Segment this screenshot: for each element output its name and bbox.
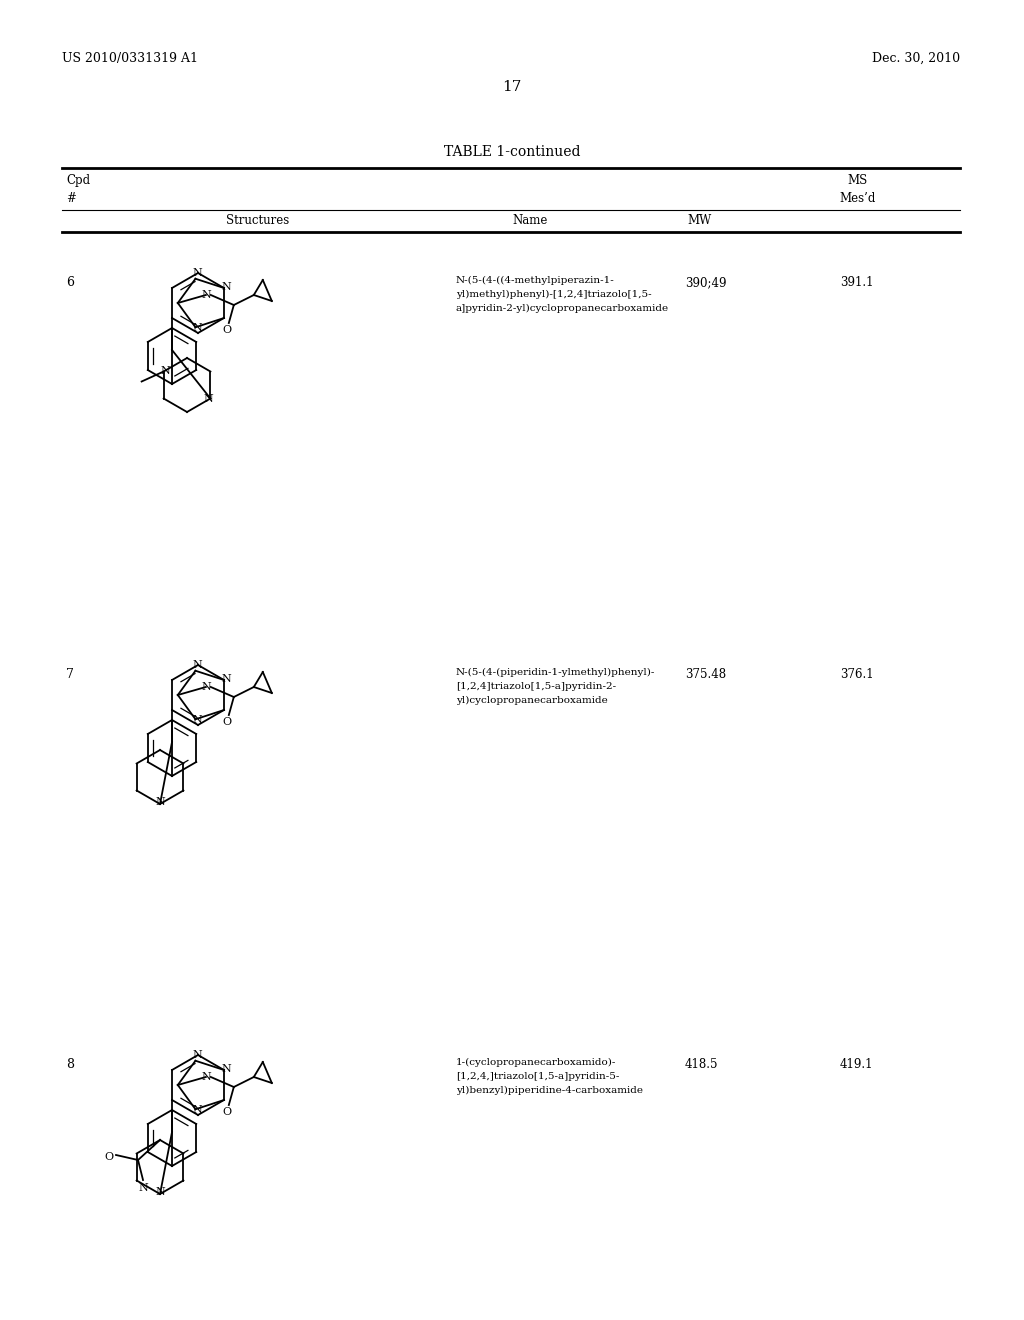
Text: 7: 7: [66, 668, 74, 681]
Text: MS: MS: [848, 174, 868, 187]
Text: yl)benzyl)piperidine-4-carboxamide: yl)benzyl)piperidine-4-carboxamide: [456, 1086, 643, 1096]
Text: N: N: [221, 1064, 230, 1074]
Text: 17: 17: [503, 81, 521, 94]
Text: N: N: [204, 393, 213, 404]
Text: N: N: [193, 660, 202, 671]
Text: O: O: [222, 1107, 231, 1117]
Text: 391.1: 391.1: [840, 276, 873, 289]
Text: 376.1: 376.1: [840, 668, 873, 681]
Text: 390;49: 390;49: [685, 276, 726, 289]
Text: N: N: [156, 1187, 165, 1197]
Text: N-(5-(4-((4-methylpiperazin-1-: N-(5-(4-((4-methylpiperazin-1-: [456, 276, 614, 285]
Text: O: O: [222, 717, 231, 727]
Text: N: N: [161, 367, 171, 376]
Text: N: N: [193, 323, 203, 333]
Text: N: N: [193, 715, 203, 725]
Text: O: O: [104, 1152, 114, 1162]
Text: 6: 6: [66, 276, 74, 289]
Text: [1,2,4]triazolo[1,5-a]pyridin-2-: [1,2,4]triazolo[1,5-a]pyridin-2-: [456, 682, 616, 690]
Text: 8: 8: [66, 1059, 74, 1071]
Text: N: N: [193, 1049, 202, 1060]
Text: Structures: Structures: [226, 214, 290, 227]
Text: 375.48: 375.48: [685, 668, 726, 681]
Text: N-(5-(4-(piperidin-1-ylmethyl)phenyl)-: N-(5-(4-(piperidin-1-ylmethyl)phenyl)-: [456, 668, 655, 677]
Text: N: N: [202, 682, 212, 692]
Text: Mes’d: Mes’d: [840, 191, 877, 205]
Text: 419.1: 419.1: [840, 1059, 873, 1071]
Text: O: O: [222, 325, 231, 335]
Text: Name: Name: [512, 214, 548, 227]
Text: Dec. 30, 2010: Dec. 30, 2010: [871, 51, 961, 65]
Text: a]pyridin-2-yl)cyclopropanecarboxamide: a]pyridin-2-yl)cyclopropanecarboxamide: [456, 304, 669, 313]
Text: N: N: [156, 797, 165, 807]
Text: N: N: [221, 282, 230, 292]
Text: 1-(cyclopropanecarboxamido)-: 1-(cyclopropanecarboxamido)-: [456, 1059, 616, 1067]
Text: MW: MW: [688, 214, 712, 227]
Text: N: N: [202, 290, 212, 300]
Text: N: N: [193, 268, 202, 279]
Text: Cpd: Cpd: [66, 174, 90, 187]
Text: US 2010/0331319 A1: US 2010/0331319 A1: [62, 51, 198, 65]
Text: TABLE 1-continued: TABLE 1-continued: [443, 145, 581, 158]
Text: N: N: [138, 1183, 147, 1193]
Text: yl)cyclopropanecarboxamide: yl)cyclopropanecarboxamide: [456, 696, 608, 705]
Text: N: N: [221, 675, 230, 684]
Text: yl)methyl)phenyl)-[1,2,4]triazolo[1,5-: yl)methyl)phenyl)-[1,2,4]triazolo[1,5-: [456, 290, 651, 300]
Text: #: #: [66, 191, 76, 205]
Text: N: N: [202, 1072, 212, 1082]
Text: 418.5: 418.5: [685, 1059, 719, 1071]
Text: [1,2,4,]triazolo[1,5-a]pyridin-5-: [1,2,4,]triazolo[1,5-a]pyridin-5-: [456, 1072, 620, 1081]
Text: N: N: [193, 1105, 203, 1115]
